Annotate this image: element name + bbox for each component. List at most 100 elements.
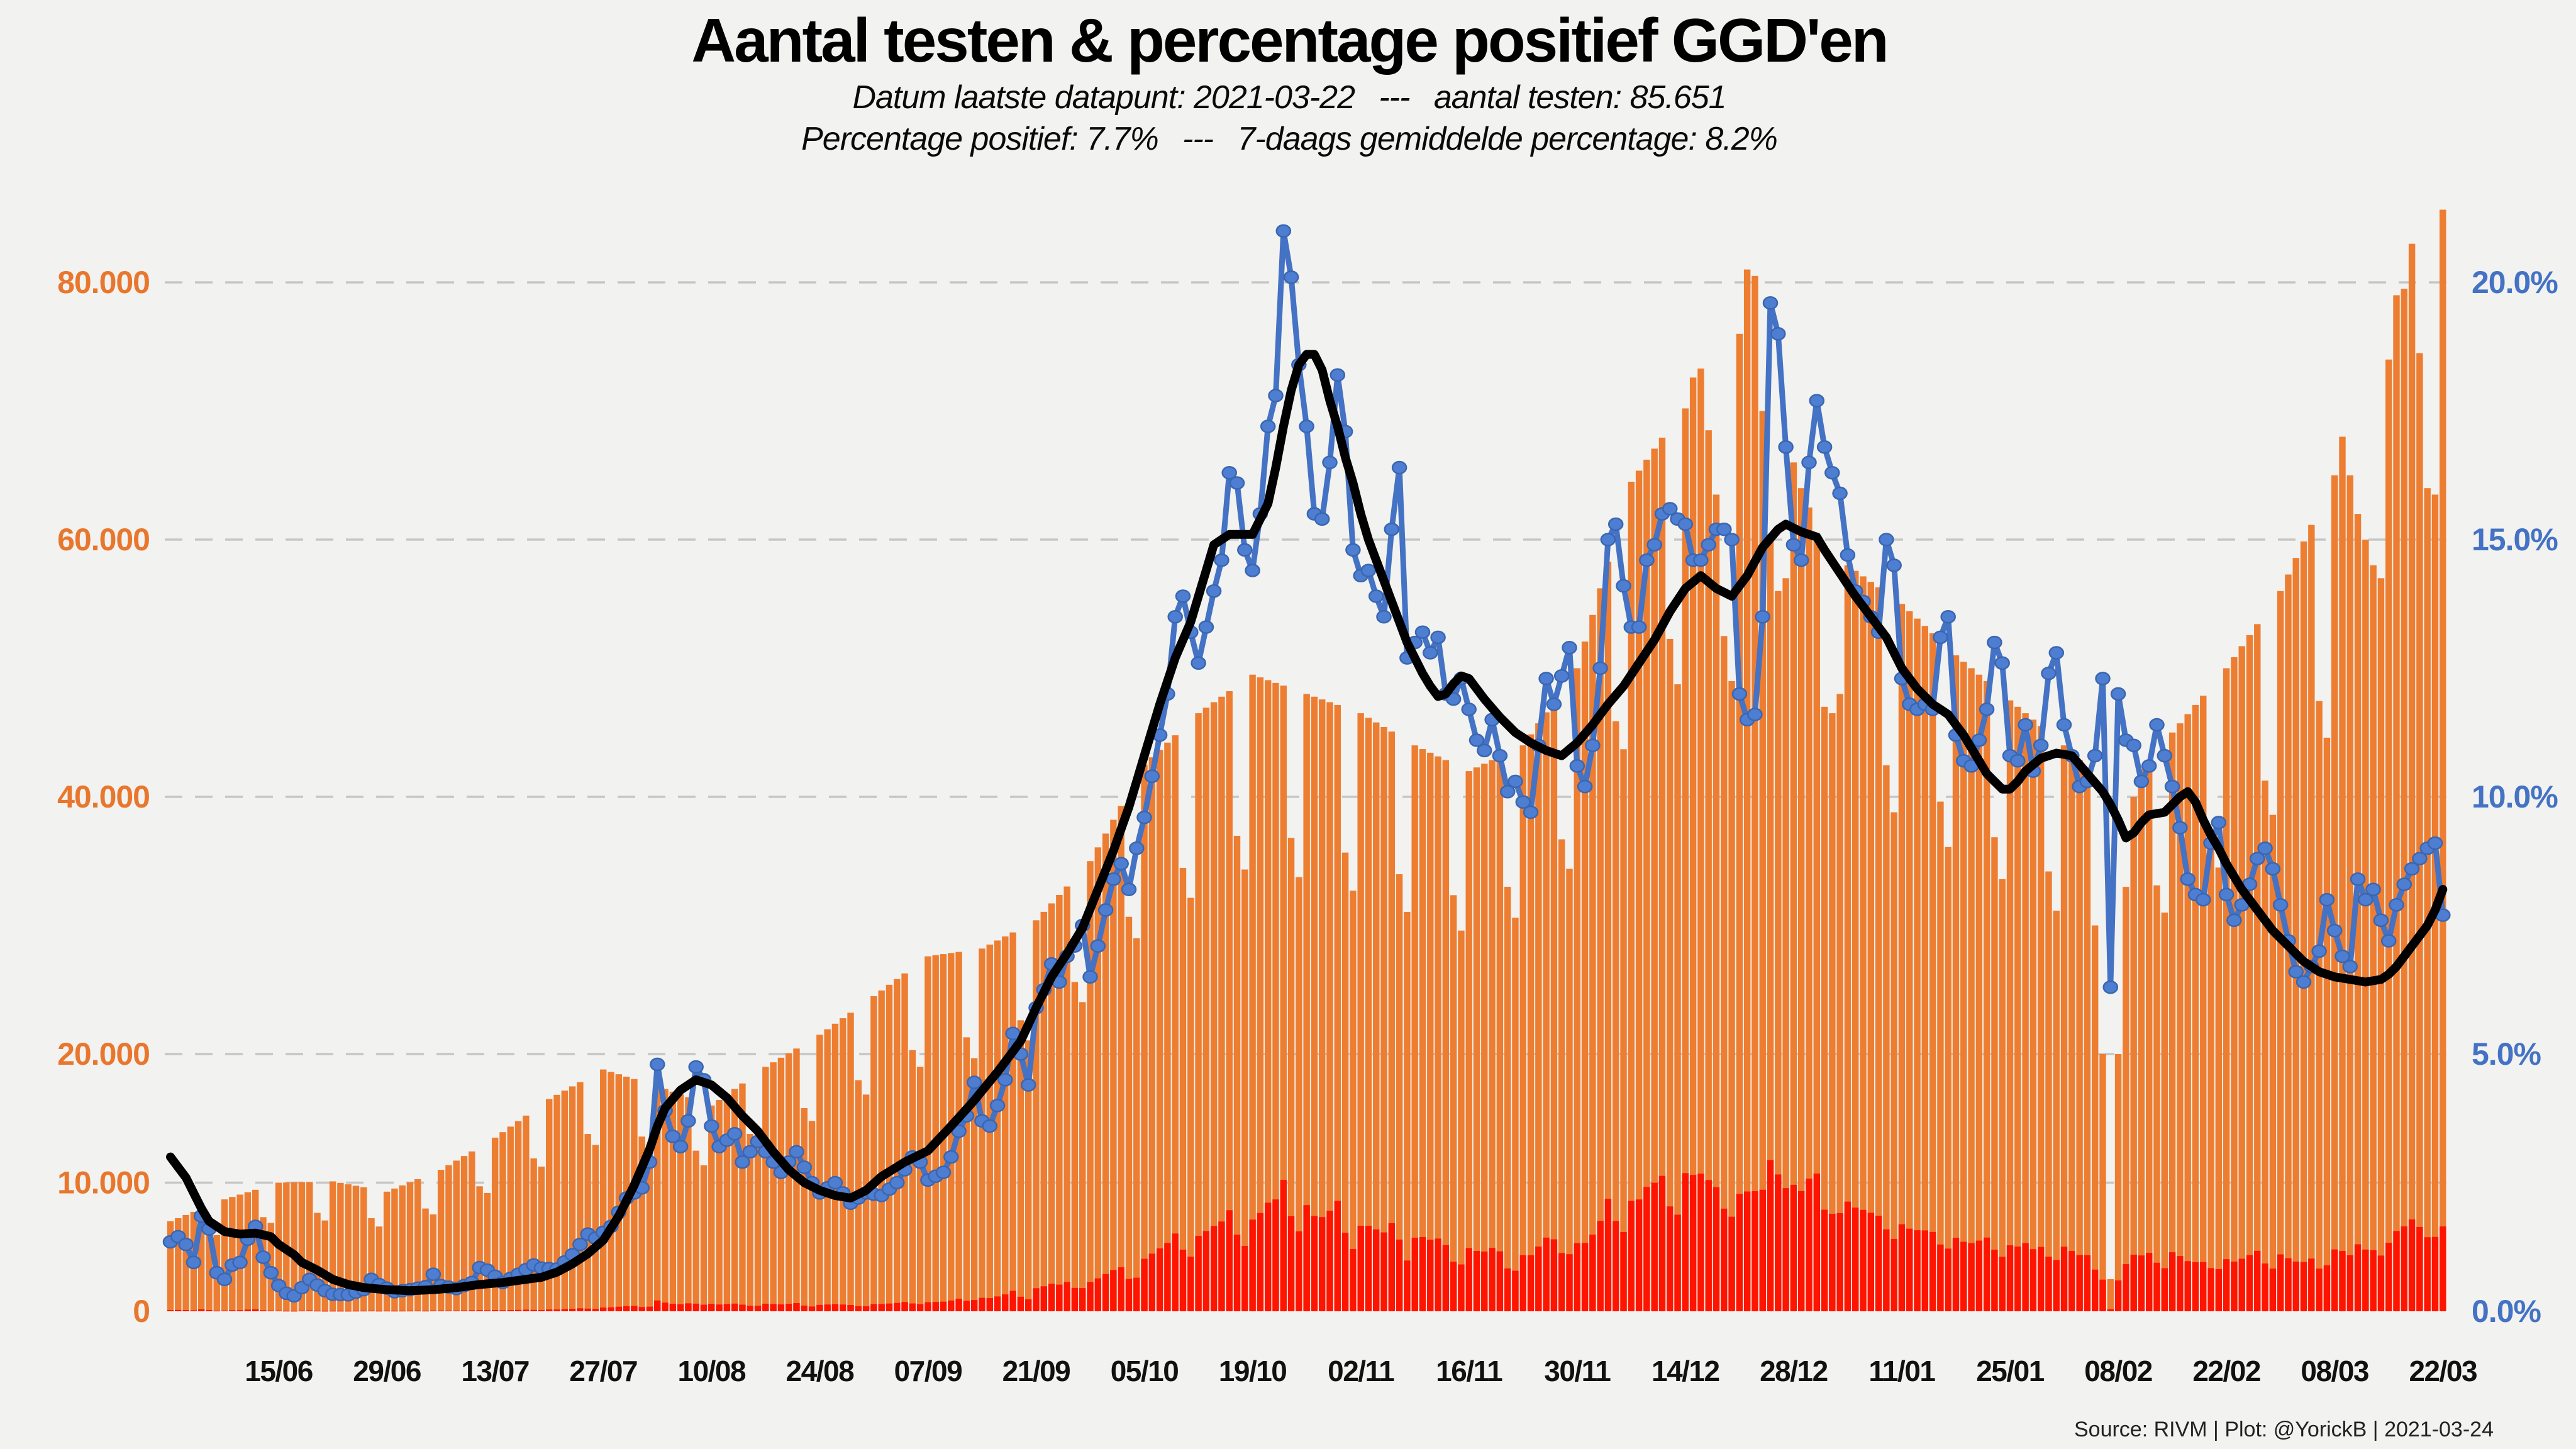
pct-marker [1461, 702, 1477, 716]
test-bar [1875, 587, 1882, 1311]
positive-bar [1875, 1216, 1882, 1311]
pct-marker [186, 1255, 202, 1270]
test-bar [1682, 408, 1689, 1312]
test-bar [1867, 582, 1874, 1311]
positive-bar [190, 1310, 197, 1311]
positive-bar [731, 1303, 738, 1311]
positive-bar [1852, 1208, 1859, 1311]
test-bar [2092, 925, 2099, 1311]
test-bar [546, 1099, 553, 1311]
test-bar [762, 1067, 769, 1311]
positive-bar [831, 1304, 839, 1311]
pct-marker [1206, 584, 1222, 598]
positive-bar [2060, 1246, 2068, 1311]
test-bar [963, 1037, 970, 1311]
test-bar [1806, 507, 1813, 1311]
test-bar [1566, 869, 1573, 1311]
test-bar [221, 1199, 228, 1311]
positive-bar [1581, 1243, 1589, 1311]
positive-bar [1836, 1213, 1843, 1311]
positive-bar [2200, 1262, 2207, 1311]
positive-bar [654, 1300, 661, 1311]
pct-marker [1662, 502, 1678, 516]
positive-bar [252, 1309, 259, 1311]
pct-marker [1322, 455, 1338, 470]
test-bar [337, 1182, 344, 1311]
positive-bar [1187, 1257, 1194, 1311]
positive-bar [1643, 1187, 1650, 1311]
pct-marker [1832, 486, 1848, 501]
positive-bar [2037, 1246, 2045, 1311]
test-bar [360, 1187, 367, 1311]
test-bar [1898, 604, 1906, 1311]
positive-bar [909, 1303, 916, 1311]
positive-bar [2084, 1255, 2091, 1311]
pct-marker [2404, 862, 2420, 876]
pct-marker [1553, 669, 1570, 683]
y-right-tick-label: 20.0% [2472, 265, 2558, 300]
test-bar [2014, 706, 2021, 1311]
positive-bar [1790, 1184, 1797, 1311]
test-bar [1481, 763, 1488, 1311]
test-bar [561, 1091, 568, 1311]
positive-bar [685, 1303, 692, 1311]
test-bar [553, 1094, 560, 1311]
test-bar [1040, 911, 1047, 1311]
test-bar [1311, 696, 1318, 1311]
y-right-tick-label: 15.0% [2472, 522, 2558, 557]
test-bar [1589, 614, 1596, 1311]
test-bar [1048, 903, 1055, 1311]
test-bar [1357, 713, 1364, 1311]
positive-bar [2184, 1261, 2191, 1311]
positive-bar [1821, 1209, 1828, 1311]
pct-marker [1245, 564, 1260, 577]
pct-marker [1097, 903, 1114, 917]
pct-marker [1499, 785, 1516, 799]
test-bar [1341, 852, 1349, 1311]
pct-marker [935, 1165, 952, 1179]
positive-bar [1287, 1216, 1295, 1311]
x-tick-label: 02/11 [1328, 1355, 1394, 1387]
pct-marker [1314, 512, 1330, 526]
source-credit: Source: RIVM | Plot: @YorickB | 2021-03-… [2074, 1418, 2494, 1441]
pct-marker [2412, 852, 2428, 865]
positive-bar [577, 1308, 584, 1311]
positive-bar [747, 1306, 753, 1311]
test-bar [747, 1134, 753, 1311]
positive-bar [700, 1304, 708, 1311]
test-bar [2153, 885, 2160, 1311]
test-bar [1450, 895, 1457, 1311]
test-bar [2254, 624, 2261, 1311]
pct-marker [255, 1250, 271, 1264]
test-bar [399, 1185, 406, 1311]
x-axis-labels: 15/06 29/06 13/07 27/07 10/08 24/08 07/09 21/09… [245, 1355, 2477, 1387]
pct-marker [1477, 743, 1492, 758]
positive-bar [862, 1306, 870, 1311]
positive-bar [1450, 1262, 1457, 1311]
pct-marker [1299, 419, 1314, 433]
positive-bar [2168, 1252, 2176, 1311]
test-bar [530, 1158, 537, 1311]
positive-bar [1280, 1180, 1287, 1311]
test-bar [1512, 918, 1519, 1311]
test-bar [1767, 540, 1774, 1311]
positive-bar [523, 1309, 530, 1311]
test-bar [901, 973, 908, 1311]
test-bar [1613, 721, 1619, 1311]
test-bar [1002, 936, 1009, 1311]
pct-marker [2226, 913, 2242, 928]
positive-bar [1465, 1248, 1472, 1311]
test-bar [2130, 797, 2137, 1311]
pct-marker [1546, 697, 1562, 711]
pct-marker [216, 1272, 233, 1287]
x-tick-label: 27/07 [569, 1355, 637, 1387]
test-bar [2362, 540, 2369, 1311]
test-bar [406, 1182, 414, 1311]
test-bar [615, 1074, 623, 1311]
test-bar [816, 1035, 823, 1311]
x-tick-label: 10/08 [677, 1355, 746, 1387]
pct-marker [665, 1130, 681, 1143]
positive-bar [2316, 1269, 2323, 1311]
test-bar [2223, 668, 2230, 1311]
test-bar [2323, 737, 2331, 1311]
